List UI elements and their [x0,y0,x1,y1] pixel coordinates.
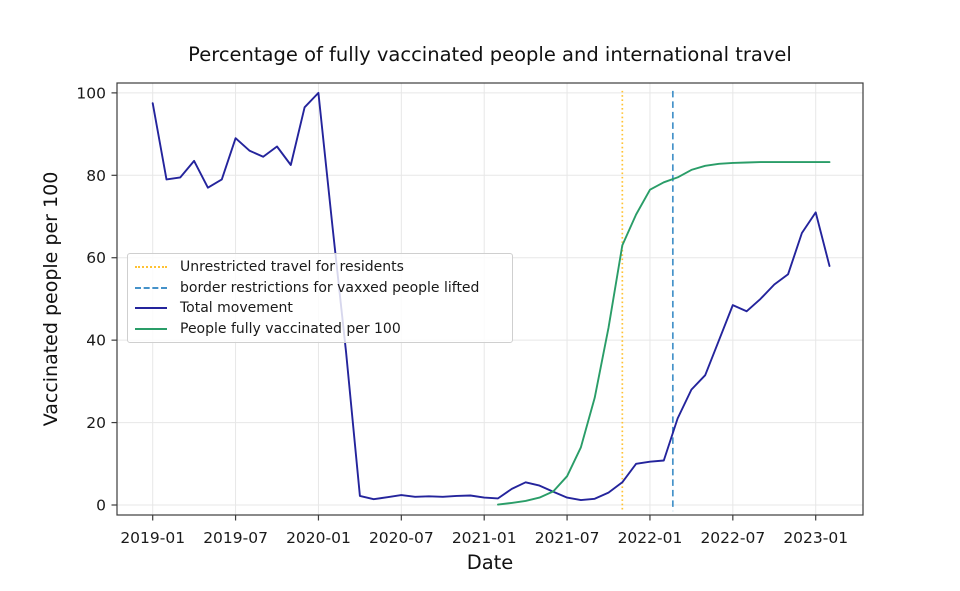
y-tick-label: 80 [86,167,106,185]
legend-box: Unrestricted travel for residents border … [127,253,513,343]
y-tick-label: 40 [86,332,106,350]
y-tick-label: 100 [76,84,106,102]
x-axis-label: Date [466,551,514,574]
series-line [497,161,831,506]
legend-item-label: Unrestricted travel for residents [180,259,404,276]
x-tick-label: 2021-01 [452,529,517,547]
legend-line-sample [135,327,167,330]
legend-item: Total movement [128,298,512,318]
legend-item-label: People fully vaccinated per 100 [180,320,401,337]
legend-line-sample [135,286,167,289]
x-tick-label: 2022-01 [618,529,683,547]
legend-item: Unrestricted travel for residents [128,257,512,277]
legend-item-label: Total movement [180,300,293,317]
x-tick-label: 2019-07 [203,529,268,547]
legend-item: border restrictions for vaxxed people li… [128,278,512,298]
x-tick-label: 2019-01 [120,529,185,547]
y-tick-label: 0 [96,497,106,515]
chart-title: Percentage of fully vaccinated people an… [188,43,792,66]
y-tick-label: 20 [86,414,106,432]
y-axis-label: Vaccinated people per 100 [40,171,62,427]
x-tick-label: 2020-07 [369,529,434,547]
x-tick-label: 2020-01 [286,529,351,547]
legend-item-label: border restrictions for vaxxed people li… [180,279,480,296]
legend-item: People fully vaccinated per 100 [128,319,512,339]
series-line [151,91,831,502]
legend-line-sample [135,266,167,269]
x-tick-label: 2023-01 [783,529,848,547]
legend-line-sample [135,307,167,310]
y-tick-label: 60 [86,249,106,267]
axes-spines [116,82,864,516]
x-tick-label: 2022-07 [700,529,765,547]
x-tick-label: 2021-07 [535,529,600,547]
